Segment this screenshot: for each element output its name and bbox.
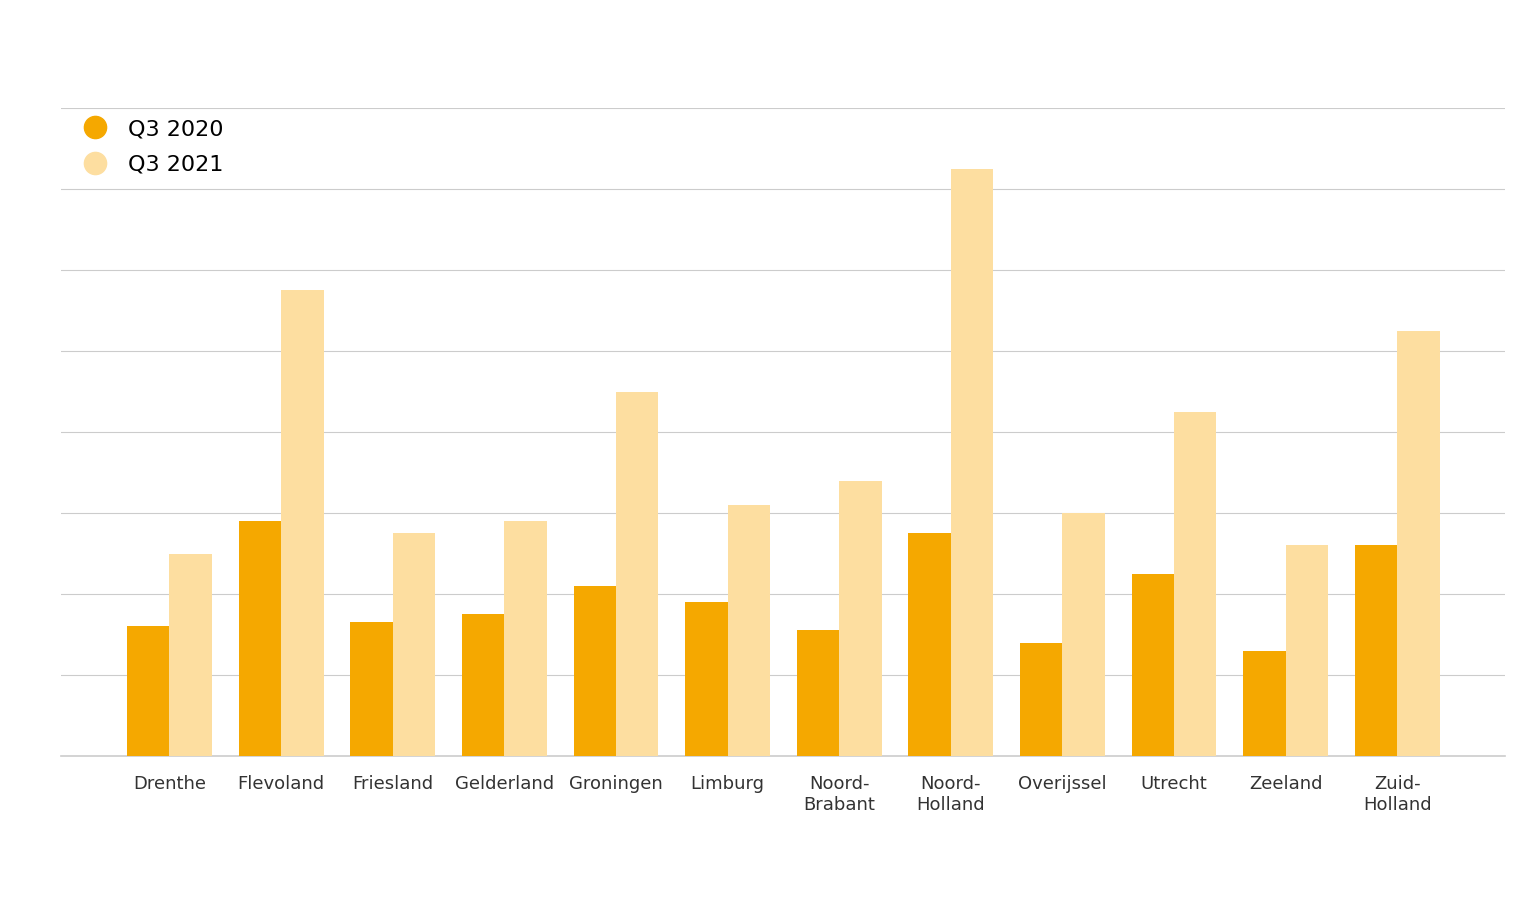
- Bar: [1020, 643, 1063, 756]
- Legend: Q3 2020, Q3 2021: Q3 2020, Q3 2021: [72, 119, 224, 175]
- Bar: [1286, 545, 1329, 756]
- Bar: [462, 614, 504, 756]
- Bar: [908, 533, 951, 756]
- Bar: [797, 630, 839, 756]
- Bar: [1063, 513, 1104, 756]
- Bar: [127, 626, 169, 756]
- Bar: [238, 521, 281, 756]
- Bar: [573, 586, 616, 756]
- Bar: [1174, 412, 1217, 756]
- Bar: [350, 623, 393, 756]
- Bar: [1243, 651, 1286, 756]
- Bar: [1355, 545, 1398, 756]
- Bar: [169, 554, 212, 756]
- Bar: [685, 602, 728, 756]
- Bar: [504, 521, 547, 756]
- Bar: [728, 505, 770, 756]
- Bar: [281, 290, 324, 756]
- Bar: [1398, 331, 1439, 756]
- Bar: [616, 392, 659, 756]
- Bar: [951, 169, 994, 756]
- Bar: [1132, 574, 1174, 756]
- Bar: [393, 533, 435, 756]
- Bar: [839, 481, 882, 756]
